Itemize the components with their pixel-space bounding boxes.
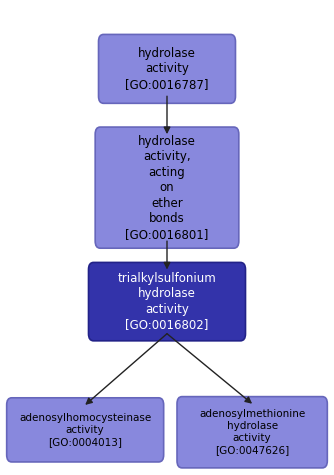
Text: hydrolase
activity
[GO:0016787]: hydrolase activity [GO:0016787]: [125, 47, 209, 91]
Text: trialkylsulfonium
hydrolase
activity
[GO:0016802]: trialkylsulfonium hydrolase activity [GO…: [118, 272, 216, 332]
FancyBboxPatch shape: [177, 397, 327, 468]
Text: adenosylhomocysteinase
activity
[GO:0004013]: adenosylhomocysteinase activity [GO:0004…: [19, 413, 151, 447]
FancyBboxPatch shape: [7, 398, 164, 462]
FancyBboxPatch shape: [99, 35, 235, 104]
Text: hydrolase
activity,
acting
on
ether
bonds
[GO:0016801]: hydrolase activity, acting on ether bond…: [125, 134, 209, 241]
FancyBboxPatch shape: [95, 127, 239, 248]
Text: adenosylmethionine
hydrolase
activity
[GO:0047626]: adenosylmethionine hydrolase activity [G…: [199, 409, 305, 455]
FancyBboxPatch shape: [89, 262, 245, 341]
